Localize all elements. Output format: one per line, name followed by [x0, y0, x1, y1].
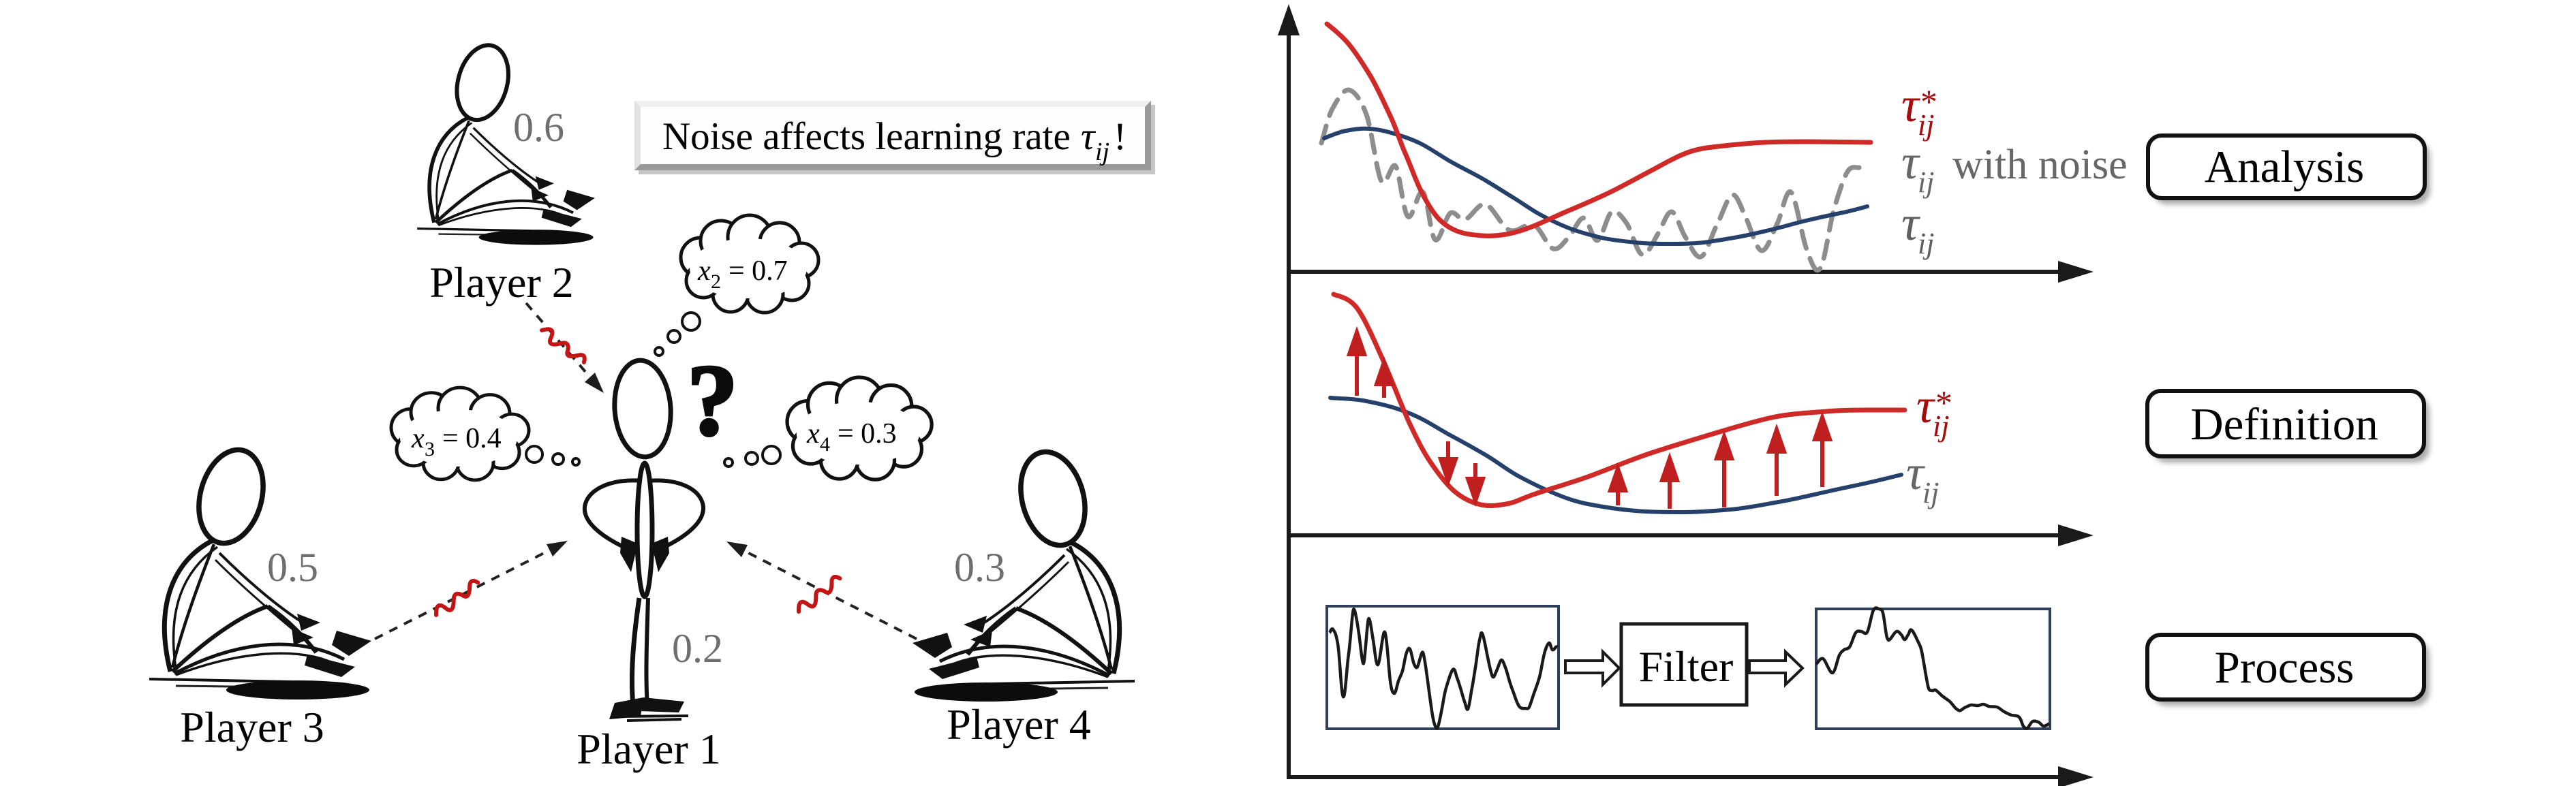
- svg-text:Definition: Definition: [2190, 399, 2378, 450]
- svg-text:Analysis: Analysis: [2205, 142, 2365, 192]
- svg-text:Player 3: Player 3: [180, 703, 324, 751]
- svg-text:?: ?: [687, 344, 738, 457]
- svg-text:τ: τ: [1901, 196, 1920, 251]
- svg-text:ij: ij: [1918, 227, 1934, 260]
- svg-text:x: x: [806, 418, 820, 450]
- svg-text:Player 1: Player 1: [577, 725, 721, 773]
- svg-text:τ: τ: [1916, 379, 1935, 433]
- svg-text:x: x: [697, 255, 711, 287]
- svg-text:= 0.4: = 0.4: [442, 423, 502, 454]
- svg-text:Filter: Filter: [1639, 642, 1734, 691]
- svg-text:with noise: with noise: [1952, 142, 2128, 188]
- svg-text:ij: ij: [1095, 138, 1109, 166]
- svg-text:*: *: [1920, 82, 1937, 121]
- svg-text:0.6: 0.6: [513, 105, 564, 150]
- svg-text:Noise affects learning rate: Noise affects learning rate: [662, 115, 1071, 158]
- svg-text:*: *: [1935, 383, 1952, 422]
- svg-text:ij: ij: [1933, 409, 1949, 443]
- svg-text:ij: ij: [1918, 108, 1934, 142]
- svg-text:Process: Process: [2215, 642, 2355, 693]
- svg-text:0.2: 0.2: [672, 626, 723, 671]
- svg-text:3: 3: [425, 438, 435, 460]
- svg-text:τ: τ: [1901, 135, 1920, 189]
- svg-text:τ: τ: [1081, 115, 1097, 158]
- svg-text:x: x: [411, 423, 425, 454]
- svg-text:ij: ij: [1918, 166, 1934, 199]
- svg-text:= 0.7: = 0.7: [729, 255, 788, 287]
- svg-text:τ: τ: [1906, 445, 1925, 500]
- svg-text:2: 2: [711, 270, 721, 293]
- svg-text:ij: ij: [1922, 476, 1939, 509]
- svg-text:0.5: 0.5: [267, 545, 318, 590]
- svg-text:!: !: [1114, 115, 1126, 158]
- svg-text:Player 4: Player 4: [947, 700, 1091, 749]
- svg-text:4: 4: [820, 433, 830, 456]
- svg-text:= 0.3: = 0.3: [838, 418, 897, 450]
- svg-text:τ: τ: [1901, 78, 1920, 132]
- svg-text:0.3: 0.3: [954, 545, 1005, 590]
- svg-text:Player 2: Player 2: [429, 258, 574, 306]
